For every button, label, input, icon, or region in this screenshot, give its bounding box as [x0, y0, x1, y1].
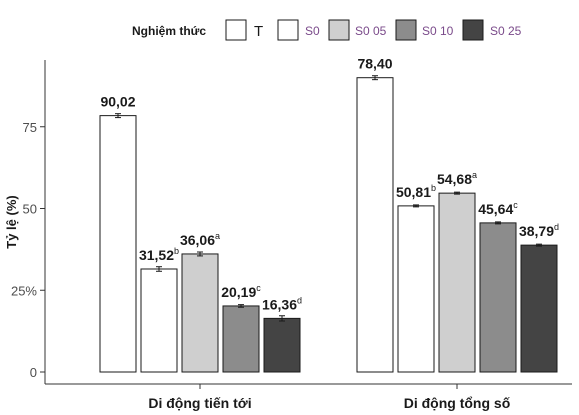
legend-swatch-4	[462, 19, 484, 41]
bar	[520, 244, 558, 373]
legend-label-1: S0	[305, 24, 320, 38]
data-labels: 90,02 78,40 31,52b 50,81b 36,06a 54,68a 20,19c…	[100, 56, 559, 313]
data-label: 54,68a	[437, 170, 477, 187]
bar	[356, 77, 394, 373]
category-label: Di động tiến tới	[148, 395, 251, 411]
legend-swatch-0	[225, 19, 247, 41]
y-tick-label: 0	[30, 365, 37, 380]
bar	[479, 222, 517, 373]
data-label: 16,36d	[262, 295, 302, 312]
y-tick-label: 75	[23, 120, 37, 135]
bar	[397, 205, 435, 373]
legend-label-3: S0 10	[422, 24, 454, 38]
error-bar	[454, 191, 460, 195]
error-bars	[115, 75, 542, 322]
category-labels: Di động tiến tới Di động tổng số	[148, 384, 511, 411]
data-label: 50,81b	[396, 183, 436, 200]
data-label: 78,40	[357, 56, 392, 72]
bar	[140, 268, 178, 373]
legend-label-2: S0 05	[355, 24, 387, 38]
error-bar	[156, 266, 162, 272]
error-bar	[197, 251, 203, 257]
error-bar	[413, 204, 419, 208]
legend-swatch-3	[395, 19, 417, 41]
bar	[99, 115, 137, 373]
y-ticks: 0 25% 50 75	[11, 120, 45, 380]
legend: Nghiệm thức T S0 S0 05 S0 10 S0 25	[132, 19, 522, 41]
legend-label-4: S0 25	[490, 24, 522, 38]
data-label: 90,02	[100, 94, 135, 110]
legend-swatch-2	[328, 19, 350, 41]
data-label: 45,64c	[478, 200, 518, 217]
legend-label-0: T	[254, 23, 263, 40]
error-bar	[279, 315, 285, 322]
error-bar	[115, 113, 121, 119]
bars	[99, 77, 558, 373]
category-label: Di động tổng số	[404, 395, 511, 411]
error-bar	[372, 75, 378, 81]
bar	[181, 253, 219, 373]
error-bar	[495, 221, 501, 225]
y-axis-title: Tỷ lệ (%)	[4, 195, 19, 248]
y-tick-label: 50	[23, 202, 37, 217]
data-label: 36,06a	[180, 231, 220, 248]
error-bar	[238, 304, 244, 308]
data-label: 38,79d	[519, 222, 559, 239]
bar	[263, 317, 301, 373]
legend-swatch-1	[277, 19, 299, 41]
data-label: 31,52b	[139, 246, 179, 263]
y-tick-label: 25%	[11, 283, 37, 298]
data-label: 20,19c	[221, 283, 261, 300]
bar	[222, 305, 260, 373]
legend-title: Nghiệm thức	[132, 24, 206, 38]
bar	[438, 192, 476, 373]
error-bar	[536, 243, 542, 247]
